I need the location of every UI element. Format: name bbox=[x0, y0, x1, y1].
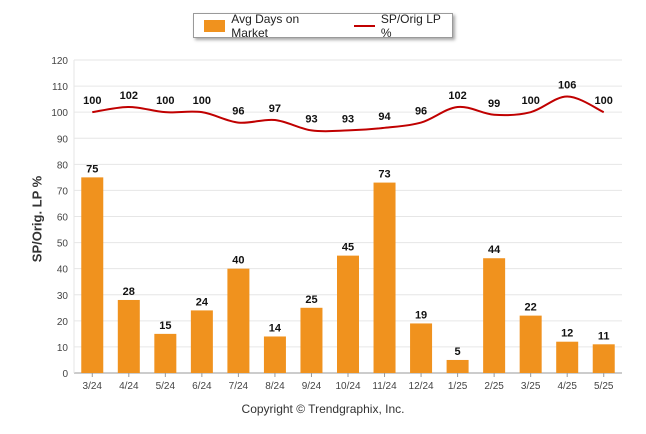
bar-data-label: 24 bbox=[196, 296, 209, 308]
y-tick-label: 20 bbox=[57, 317, 69, 328]
line-data-label: 93 bbox=[305, 113, 317, 125]
copyright-text: Copyright © Trendgraphix, Inc. bbox=[241, 402, 405, 416]
bar bbox=[446, 359, 469, 373]
bar bbox=[373, 182, 396, 373]
bar-data-label: 40 bbox=[232, 255, 244, 267]
y-tick-label: 0 bbox=[62, 369, 68, 380]
line-data-label: 100 bbox=[83, 95, 101, 107]
bar-data-label: 15 bbox=[159, 320, 171, 332]
line-data-label: 102 bbox=[448, 90, 466, 102]
y-tick-label: 30 bbox=[57, 291, 69, 302]
x-tick-label: 12/24 bbox=[409, 381, 434, 392]
x-tick-label: 5/24 bbox=[156, 381, 176, 392]
x-tick-label: 10/24 bbox=[335, 381, 360, 392]
bar-data-label: 73 bbox=[378, 169, 390, 181]
x-axis-ticks: 3/24 4/24 5/24 6/24 7/24 8/24 9/24 10/24 11/24 12… bbox=[83, 373, 614, 392]
bar-data-labels: 75 28 15 24 40 14 25 45 73 19 5 44 22 12 11 bbox=[86, 163, 609, 358]
bar bbox=[227, 268, 250, 373]
x-tick-label: 6/24 bbox=[192, 381, 212, 392]
bar bbox=[337, 255, 359, 373]
y-tick-label: 50 bbox=[57, 239, 69, 250]
legend-bar-swatch bbox=[204, 19, 226, 32]
bar-data-label: 22 bbox=[525, 302, 537, 314]
x-tick-label: 3/24 bbox=[83, 381, 103, 392]
bar bbox=[263, 336, 286, 373]
bar-data-label: 44 bbox=[488, 244, 501, 256]
y-tick-label: 120 bbox=[51, 56, 68, 67]
bar-series bbox=[81, 177, 615, 373]
legend-line-swatch bbox=[353, 24, 375, 27]
bar bbox=[154, 333, 177, 373]
bar-data-label: 75 bbox=[86, 163, 98, 175]
line-data-label: 100 bbox=[156, 95, 174, 107]
x-tick-label: 4/24 bbox=[119, 381, 139, 392]
line-data-labels: 100 102 100 100 96 97 93 93 94 96 102 99 100 106 100 bbox=[83, 80, 613, 126]
bar bbox=[592, 344, 615, 373]
bar-data-label: 12 bbox=[561, 328, 573, 340]
x-tick-label: 7/24 bbox=[229, 381, 249, 392]
y-tick-label: 90 bbox=[57, 134, 69, 145]
line-data-label: 96 bbox=[415, 106, 427, 118]
bar-data-label: 14 bbox=[269, 322, 282, 334]
y-axis-ticks: 0 10 20 30 40 50 60 70 80 90 100 110 120 bbox=[51, 56, 68, 380]
y-axis-label: SP/Orig. LP % bbox=[29, 175, 45, 263]
x-tick-label: 2/25 bbox=[484, 381, 504, 392]
line-series bbox=[92, 95, 605, 133]
bar bbox=[190, 310, 213, 373]
x-tick-label: 1/25 bbox=[448, 381, 468, 392]
y-tick-label: 60 bbox=[57, 213, 69, 224]
line-data-label: 93 bbox=[342, 113, 354, 125]
bar-data-label: 28 bbox=[123, 286, 135, 298]
line-data-label: 100 bbox=[595, 95, 613, 107]
bar bbox=[556, 341, 579, 373]
line-data-label: 102 bbox=[120, 90, 138, 102]
x-tick-label: 3/25 bbox=[521, 381, 541, 392]
line-data-label: 106 bbox=[558, 80, 576, 92]
x-tick-label: 5/25 bbox=[594, 381, 614, 392]
line-data-label: 100 bbox=[521, 95, 539, 107]
bar-data-label: 45 bbox=[342, 242, 354, 254]
bar bbox=[300, 307, 323, 373]
x-tick-label: 8/24 bbox=[265, 381, 285, 392]
y-tick-label: 80 bbox=[57, 160, 69, 171]
legend-item-bar: Avg Days on Market bbox=[194, 12, 336, 40]
line-data-label: 94 bbox=[378, 111, 391, 123]
bar bbox=[410, 323, 433, 373]
bar-data-label: 25 bbox=[305, 294, 317, 306]
y-tick-label: 100 bbox=[51, 108, 68, 119]
series-line bbox=[92, 95, 605, 133]
x-tick-label: 9/24 bbox=[302, 381, 322, 392]
y-tick-label: 10 bbox=[57, 343, 69, 354]
legend-line-label: SP/Orig LP % bbox=[380, 11, 441, 40]
line-data-label: 100 bbox=[193, 95, 211, 107]
y-tick-label: 40 bbox=[57, 265, 69, 276]
bar bbox=[519, 315, 542, 373]
bar bbox=[483, 258, 506, 373]
bar-data-label: 19 bbox=[415, 309, 427, 321]
line-data-label: 99 bbox=[488, 98, 500, 110]
y-tick-label: 110 bbox=[52, 82, 68, 93]
bar bbox=[81, 177, 104, 373]
bar bbox=[117, 299, 140, 373]
y-tick-label: 70 bbox=[57, 186, 69, 197]
x-tick-label: 11/24 bbox=[372, 381, 397, 392]
bar-data-label: 5 bbox=[455, 346, 461, 358]
line-data-label: 97 bbox=[269, 103, 281, 115]
line-data-label: 96 bbox=[232, 106, 244, 118]
legend-item-line: SP/Orig LP % bbox=[336, 12, 452, 40]
bar-data-label: 11 bbox=[598, 330, 610, 342]
legend: Avg Days on Market SP/Orig LP % bbox=[193, 12, 453, 40]
legend-bar-label: Avg Days on Market bbox=[231, 11, 300, 40]
x-tick-label: 4/25 bbox=[557, 381, 577, 392]
